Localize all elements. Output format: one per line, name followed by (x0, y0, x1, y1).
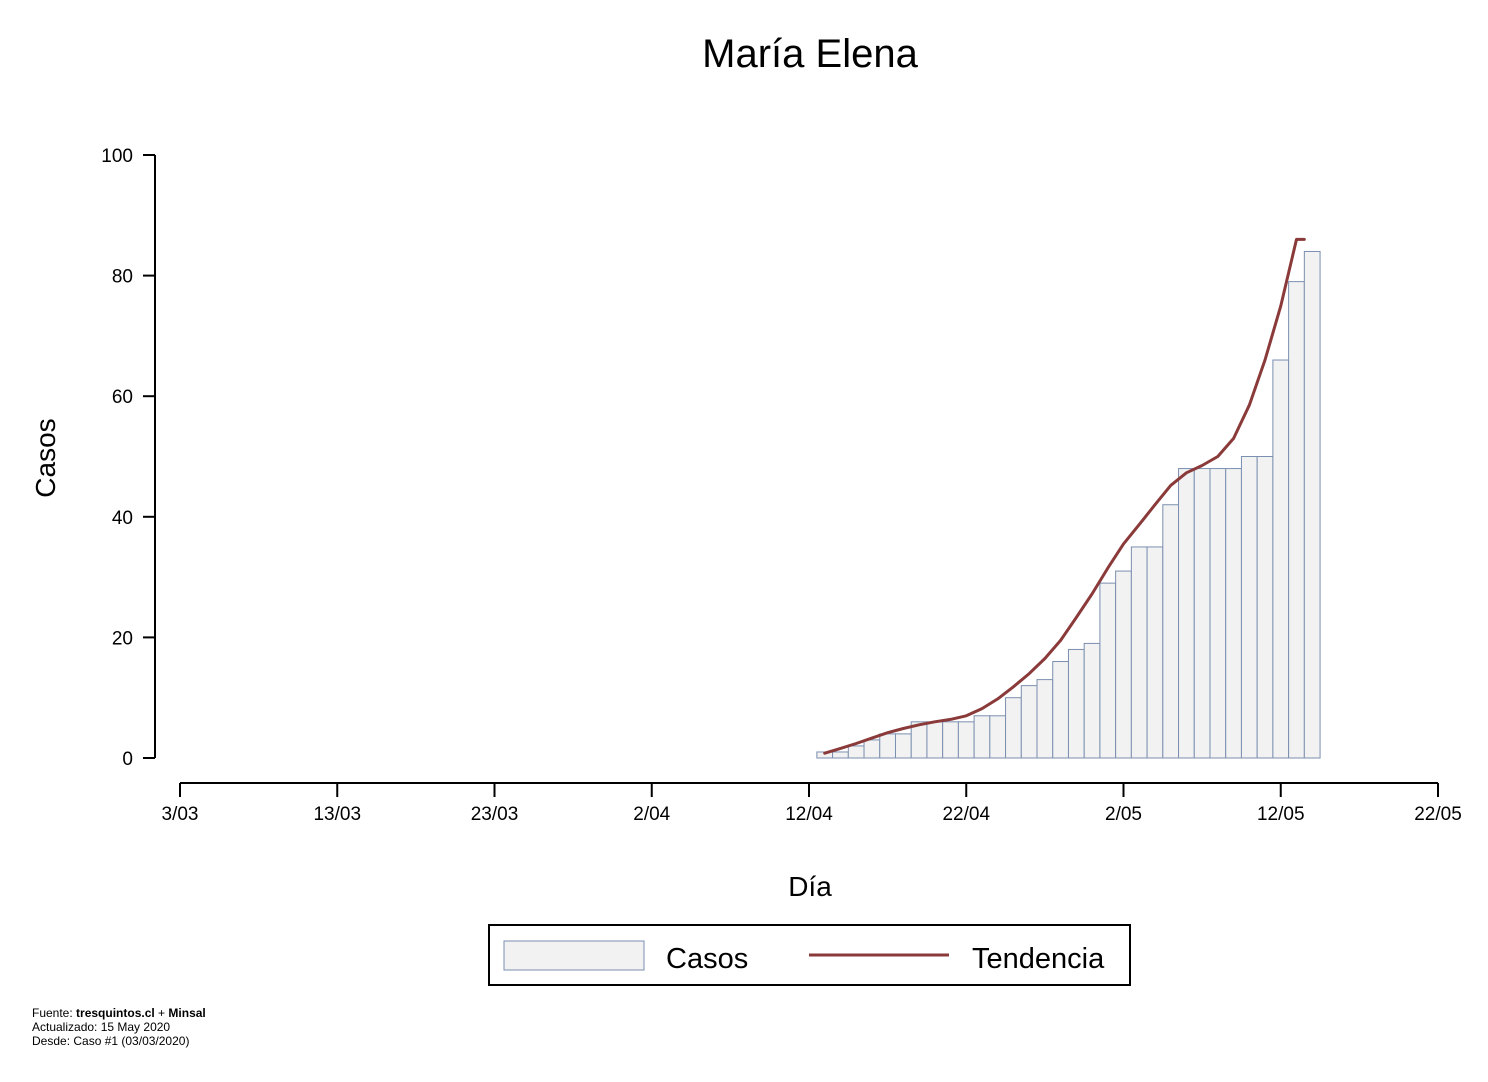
bar (1288, 281, 1305, 759)
bar (1083, 642, 1101, 759)
bar (1005, 697, 1022, 759)
x-tick-label: 12/04 (785, 804, 833, 825)
bar (1303, 250, 1321, 759)
y-tick-label: 60 (112, 387, 133, 408)
bar (1052, 661, 1069, 759)
bar (1067, 648, 1085, 759)
bar (1115, 570, 1132, 759)
bar (1162, 504, 1180, 759)
footer-source: Fuente: tresquintos.cl + Minsal (32, 1006, 206, 1020)
trend-line (823, 237, 1306, 755)
x-tick-label: 2/05 (1105, 804, 1142, 825)
x-tick-label: 23/03 (471, 804, 519, 825)
x-tick-label: 2/04 (633, 804, 670, 825)
footer-notes: Fuente: tresquintos.cl + Minsal Actualiz… (32, 1006, 206, 1048)
bar (1130, 546, 1148, 759)
bar (1225, 468, 1242, 759)
bar-series (816, 250, 1321, 759)
bar (973, 715, 991, 759)
bar (1256, 456, 1274, 759)
x-axis-label: Día (788, 871, 832, 902)
legend-label-casos: Casos (666, 943, 748, 975)
footer-source-prefix: Fuente: (32, 1006, 77, 1020)
chart-title: María Elena (702, 32, 918, 76)
bar (847, 745, 865, 759)
x-tick-label: 22/05 (1414, 804, 1462, 825)
y-tick-label: 40 (112, 508, 133, 529)
x-axis: 3/03 13/03 23/03 2/04 12/04 22/04 2/05 12/05 22/… (162, 782, 1462, 825)
bar (879, 733, 896, 759)
bar (1036, 679, 1054, 759)
bar (957, 721, 975, 759)
bar (1178, 468, 1195, 759)
footer-source-b: Minsal (168, 1006, 206, 1020)
legend-swatch-casos (503, 940, 645, 971)
bar (1209, 468, 1227, 759)
footer-since: Desde: Caso #1 (03/03/2020) (32, 1034, 190, 1048)
y-tick-label: 0 (122, 749, 133, 770)
bar (894, 733, 912, 759)
bar (926, 721, 944, 759)
y-tick-label: 20 (112, 628, 133, 649)
legend: Casos Tendencia (488, 924, 1131, 986)
bar (863, 739, 881, 759)
x-tick-label: 13/03 (313, 804, 361, 825)
y-axis: 0 20 40 60 80 100 (101, 146, 156, 770)
bar (1240, 456, 1258, 759)
y-tick-label: 80 (112, 267, 133, 288)
bar (1146, 546, 1164, 759)
y-tick-label: 100 (101, 146, 133, 167)
bar (832, 751, 849, 759)
legend-label-tendencia: Tendencia (972, 943, 1105, 975)
bar (1193, 468, 1211, 759)
bar (989, 715, 1007, 759)
x-tick-label: 3/03 (162, 804, 199, 825)
footer-source-a: tresquintos.cl (76, 1006, 155, 1020)
footer-source-sep: + (154, 1006, 169, 1020)
footer-updated: Actualizado: 15 May 2020 (32, 1020, 171, 1034)
y-axis-label: Casos (30, 418, 61, 497)
bar (1272, 359, 1290, 759)
x-tick-label: 12/05 (1257, 804, 1305, 825)
bar (1099, 582, 1117, 759)
bar (1020, 685, 1038, 759)
bar (942, 721, 959, 759)
trend-series (823, 237, 1306, 755)
x-tick-label: 22/04 (942, 804, 990, 825)
